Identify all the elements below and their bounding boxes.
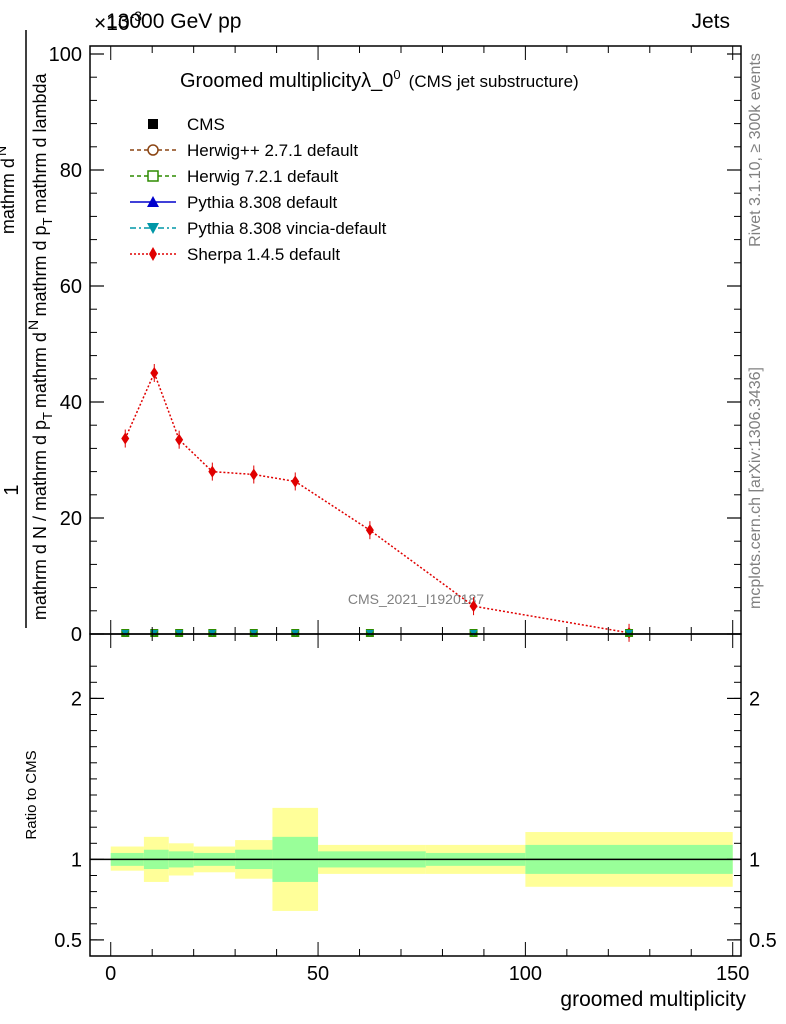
y-label-numerator: mathrm dN — [0, 146, 18, 234]
main-y-tick-label: 100 — [49, 44, 82, 66]
x-tick-label: 0 — [105, 963, 116, 985]
exponent-value: -3 — [130, 8, 143, 24]
energy-label: 13000 GeV pp — [106, 10, 241, 33]
ratio-y-tick-label: 2 — [71, 688, 82, 710]
ratio-y-tick-label: 1 — [71, 849, 82, 871]
ratio-x-axis: 0 50 100 150 — [105, 634, 749, 985]
y-label-one: 1 — [1, 484, 23, 495]
legend-label: CMS — [187, 115, 225, 134]
ratio-y-tick-label-right: 1 — [749, 849, 760, 871]
sherpa-point — [291, 475, 300, 488]
sherpa-point — [175, 433, 184, 446]
y-label-bottom: mathrm d N / mathrm d pTmathrm dN — [25, 320, 55, 620]
main-panel: CMS_2021_I1920187 0 20 40 60 80 100 Groomed m… — [0, 30, 742, 646]
main-frame — [89, 45, 742, 635]
category-label: Jets — [691, 10, 730, 33]
main-y-tick-label: 60 — [60, 276, 82, 298]
legend-marker — [149, 247, 157, 261]
x-tick-label: 150 — [716, 963, 749, 985]
y-label-denominator: mathrm d pTmathrm d lambda — [30, 72, 55, 316]
ratio-panel: 0.5 0.5 1 1 2 2 0 50 100 150 Ratio to CMS groome… — [23, 633, 777, 1011]
legend-label: Herwig 7.2.1 default — [187, 167, 338, 186]
ratio-y-tick-label-right: 0.5 — [749, 930, 777, 952]
ratio-y-label: Ratio to CMS — [23, 750, 40, 839]
ratio-frame — [89, 633, 742, 957]
main-y-tick-label: 0 — [71, 624, 82, 646]
ratio-y-tick-label-right: 2 — [749, 688, 760, 710]
legend-marker — [147, 223, 159, 234]
main-y-label: 1 mathrm dN mathrm d pTmathrm d lambda m… — [0, 30, 55, 628]
vincia-point — [208, 630, 217, 636]
legend-marker — [147, 170, 159, 182]
legend-marker — [147, 144, 159, 156]
main-x-ticks — [110, 46, 734, 634]
x-tick-label: 50 — [307, 963, 329, 985]
data-markers — [121, 629, 634, 637]
x-tick-label: 100 — [509, 963, 542, 985]
legend-label: Pythia 8.308 vincia-default — [187, 219, 387, 238]
sherpa-point — [121, 432, 130, 445]
main-y-tick-label: 40 — [60, 392, 82, 414]
vincia-point — [175, 630, 184, 636]
vincia-point — [365, 630, 374, 636]
plot-title: Groomed multiplicityλ_00 (CMS jet substru… — [180, 67, 579, 92]
sherpa-point — [150, 367, 159, 379]
legend-label: Herwig++ 2.7.1 default — [187, 141, 358, 160]
legend-marker — [148, 119, 158, 129]
ratio-y-axis: 0.5 0.5 1 1 2 2 — [54, 665, 777, 952]
vincia-point — [291, 630, 300, 636]
vincia-point — [469, 630, 478, 636]
sherpa-point — [469, 600, 478, 613]
vincia-point — [121, 630, 130, 636]
watermark-label: CMS_2021_I1920187 — [348, 591, 484, 607]
sherpa-point — [365, 524, 374, 537]
exponent-prefix: ×10-3 — [94, 8, 142, 35]
legend-label: Pythia 8.308 default — [187, 193, 338, 212]
main-y-axis: 0 20 40 60 80 100 — [49, 44, 741, 646]
legend: CMS Herwig++ 2.7.1 default Herwig 7.2.1 de… — [130, 115, 387, 264]
sherpa-point — [249, 468, 258, 481]
main-y-tick-label: 20 — [60, 508, 82, 530]
mcplots-label: mcplots.cern.ch [arXiv:1306.3436] — [747, 367, 764, 609]
rivet-label: Rivet 3.1.10, ≥ 300k events — [747, 53, 764, 247]
sherpa-series — [121, 364, 634, 642]
main-y-tick-label: 80 — [60, 160, 82, 182]
vincia-point — [625, 630, 634, 636]
sherpa-point — [208, 465, 217, 478]
ratio-y-tick-label: 0.5 — [54, 930, 82, 952]
legend-marker — [147, 196, 159, 207]
legend-label: Sherpa 1.4.5 default — [187, 245, 340, 264]
x-axis-label: groomed multiplicity — [560, 988, 746, 1011]
vincia-point — [249, 630, 258, 636]
